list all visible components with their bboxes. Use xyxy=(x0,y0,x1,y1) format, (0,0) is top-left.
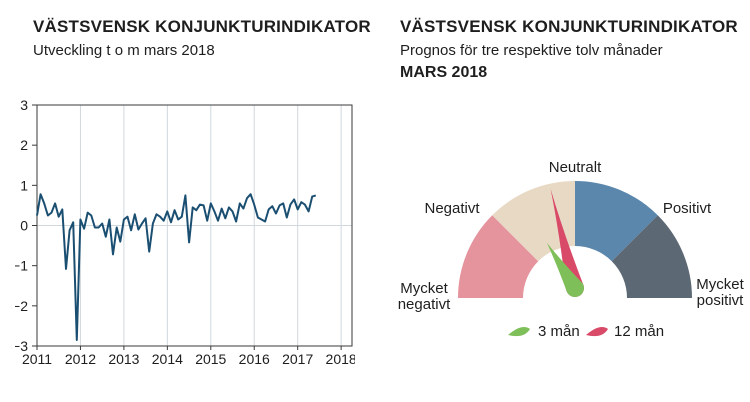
x-tick-label-2017: 2017 xyxy=(282,351,313,367)
legend-swatch-12-man xyxy=(586,327,608,337)
left-chart-title: VÄSTSVENSK KONJUNKTURINDIKATOR xyxy=(33,17,371,36)
x-tick-label-2011: 2011 xyxy=(22,351,52,367)
right-chart-date: MARS 2018 xyxy=(400,64,488,81)
gauge-chart: Negativt Neutralt Positivt Mycket negativt My… xyxy=(398,159,745,340)
x-tick-label-2013: 2013 xyxy=(108,351,139,367)
y-tick-label-0: 0 xyxy=(20,218,28,234)
y-tick-label--2: −2 xyxy=(15,298,28,314)
legend-label-12-man: 12 mån xyxy=(614,323,664,340)
right-chart-subtitle: Prognos för tre respektive tolv månader xyxy=(400,42,663,59)
left-chart-subtitle: Utveckling t o m mars 2018 xyxy=(33,42,215,59)
needle-3-man xyxy=(546,242,585,298)
needle-12-man xyxy=(550,188,584,297)
x-tick-label-2012: 2012 xyxy=(65,351,96,367)
label-neutralt: Neutralt xyxy=(549,159,602,176)
x-tick-label-2016: 2016 xyxy=(239,351,270,367)
y-tick-label-1: 1 xyxy=(20,177,28,193)
gauge-segment-mycket-negativt xyxy=(458,215,539,298)
label-mycket-positivt: Mycket positivt xyxy=(696,276,744,309)
y-tick-label--1: −1 xyxy=(15,258,28,274)
x-tick-label-2014: 2014 xyxy=(152,351,183,367)
label-mycket-negativt: Mycket negativt xyxy=(398,280,451,313)
gauge-segment-positivt xyxy=(575,181,658,262)
line-chart: 2011 2012 2013 2014 2015 2016 2017 2018 3 2 1 0 −1 −2… xyxy=(15,97,355,367)
y-tick-label-2: 2 xyxy=(20,137,28,153)
gauge-segment-negativt xyxy=(492,181,575,262)
right-chart-title: VÄSTSVENSK KONJUNKTURINDIKATOR xyxy=(400,17,738,36)
label-positivt: Positivt xyxy=(663,200,712,217)
gauge-base xyxy=(456,298,694,318)
legend-swatch-3-man xyxy=(508,327,530,337)
legend-label-3-man: 3 mån xyxy=(538,323,580,340)
series-line xyxy=(36,193,317,341)
x-tick-label-2015: 2015 xyxy=(195,351,226,367)
x-tick-label-2018: 2018 xyxy=(326,351,355,367)
gauge-segment-mycket-positivt xyxy=(611,215,692,298)
y-tick-label-3: 3 xyxy=(20,97,28,113)
y-tick-label--3: −3 xyxy=(15,338,28,354)
label-negativt: Negativt xyxy=(424,200,480,217)
